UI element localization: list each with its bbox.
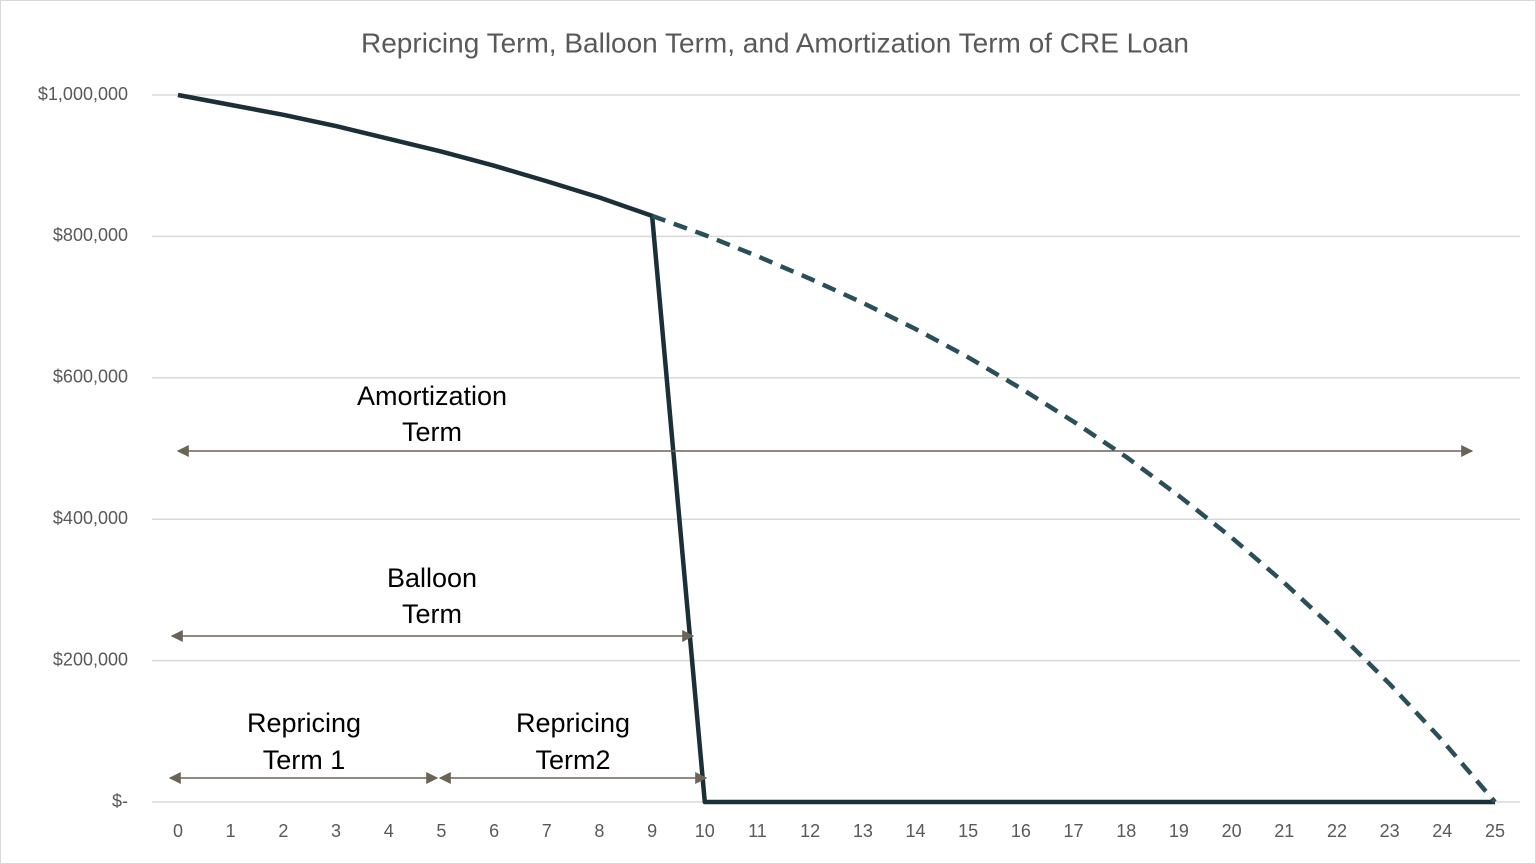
y-tick-label: $200,000: [53, 649, 128, 669]
x-tick-label: 15: [958, 821, 978, 841]
x-tick-label: 18: [1116, 821, 1136, 841]
annotation: Repricing: [516, 708, 630, 738]
x-tick-label: 21: [1274, 821, 1294, 841]
annotation: Term 1: [263, 745, 346, 775]
x-tick-label: 12: [800, 821, 820, 841]
x-tick-label: 13: [853, 821, 873, 841]
x-tick-label: 10: [695, 821, 715, 841]
x-tick-label: 11: [748, 821, 767, 841]
y-tick-label: $1,000,000: [38, 84, 128, 104]
x-tick-label: 1: [226, 821, 236, 841]
y-tick-label: $-: [112, 791, 128, 811]
x-tick-label: 24: [1432, 821, 1452, 841]
x-tick-label: 6: [489, 821, 499, 841]
annotations: Amortization Term Balloon Term Repricing…: [168, 381, 1474, 784]
x-tick-label: 19: [1169, 821, 1189, 841]
annotation: Term: [402, 417, 462, 447]
annotation: Term: [402, 599, 462, 629]
y-tick-label: $600,000: [53, 367, 128, 387]
y-tick-label: $400,000: [53, 508, 128, 528]
x-tick-label: 22: [1327, 821, 1347, 841]
x-tick-label: 7: [542, 821, 552, 841]
x-tick-label: 0: [173, 821, 183, 841]
annotation: Amortization: [357, 381, 507, 411]
series-line: [177, 92, 1495, 805]
y-tick-label: $800,000: [53, 225, 128, 245]
x-tick-label: 25: [1485, 821, 1505, 841]
chart-title: Repricing Term, Balloon Term, and Amorti…: [361, 27, 1189, 58]
annotation: Balloon: [387, 563, 477, 593]
x-tick-label: 5: [436, 821, 446, 841]
grid: $- $200,000 $400,000 $600,000 $800,000 $1,000…: [38, 84, 1520, 841]
x-tick-label: 3: [331, 821, 341, 841]
x-tick-label: 17: [1064, 821, 1084, 841]
x-tick-label: 9: [647, 821, 657, 841]
x-tick-label: 20: [1222, 821, 1242, 841]
annotation: Repricing: [247, 708, 361, 738]
x-tick-label: 8: [594, 821, 604, 841]
x-tick-label: 16: [1011, 821, 1031, 841]
series-line: [651, 213, 1497, 804]
x-tick-label: 4: [384, 821, 394, 841]
plot: [177, 92, 1497, 805]
x-tick-label: 23: [1380, 821, 1400, 841]
x-tick-label: 14: [906, 821, 926, 841]
annotation: Term2: [535, 745, 610, 775]
x-tick-label: 2: [278, 821, 288, 841]
